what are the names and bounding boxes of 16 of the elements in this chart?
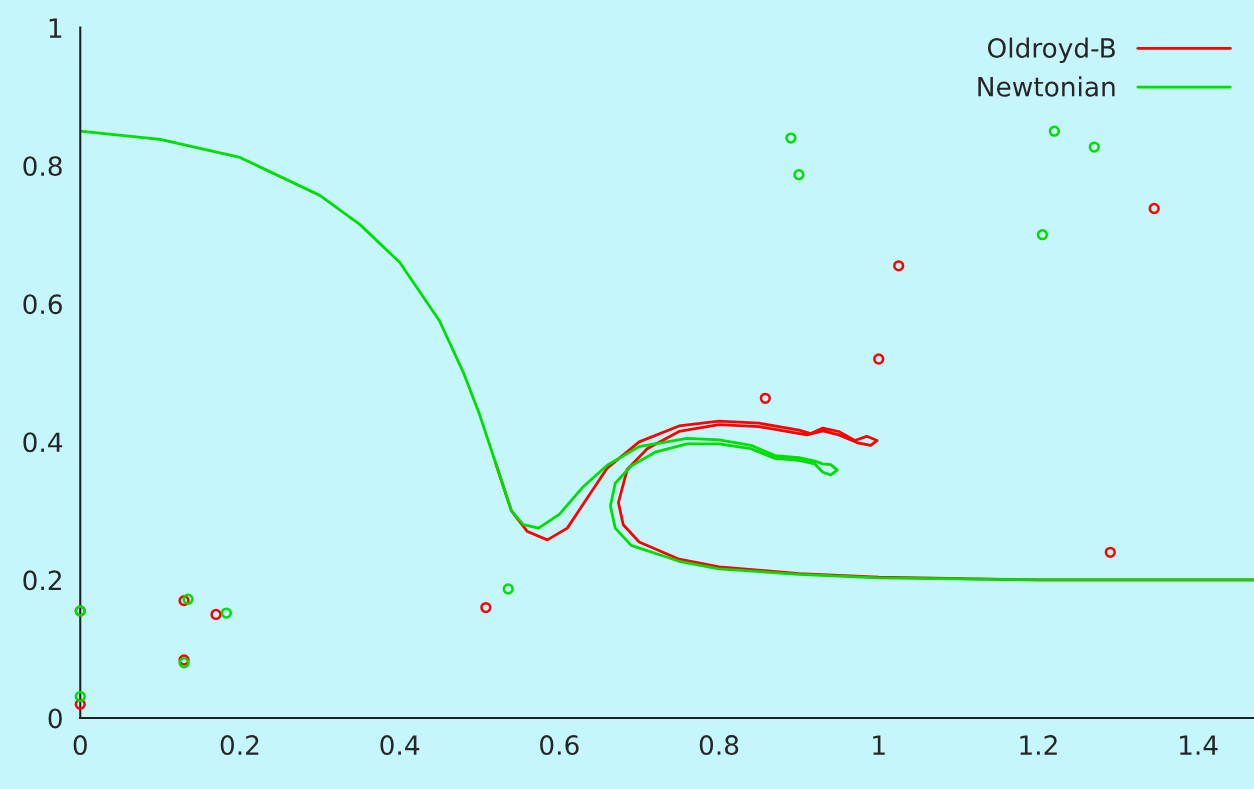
x-tick-label: 1 bbox=[873, 735, 885, 755]
x-tick-label: 1.4 bbox=[1180, 735, 1218, 755]
y-tick-label: 0.6 bbox=[23, 294, 62, 315]
x-tick-label: 0.4 bbox=[380, 735, 420, 756]
y-tick-label: 1 bbox=[49, 18, 62, 38]
y-tick-label: 0.4 bbox=[23, 432, 63, 453]
legend-label: Oldroyd-B bbox=[987, 37, 1115, 64]
y-tick-label: 0.2 bbox=[23, 570, 61, 591]
x-tick-label: 0.8 bbox=[699, 735, 739, 756]
x-tick-label: 0.6 bbox=[540, 735, 579, 756]
x-tick-label: 1.2 bbox=[1020, 735, 1057, 755]
x-tick-label: 0 bbox=[73, 735, 87, 756]
y-tick-label: 0 bbox=[48, 708, 62, 729]
x-tick-label: 0.2 bbox=[220, 735, 259, 756]
y-tick-label: 0.8 bbox=[23, 156, 62, 177]
legend-label: Newtonian bbox=[978, 76, 1115, 97]
